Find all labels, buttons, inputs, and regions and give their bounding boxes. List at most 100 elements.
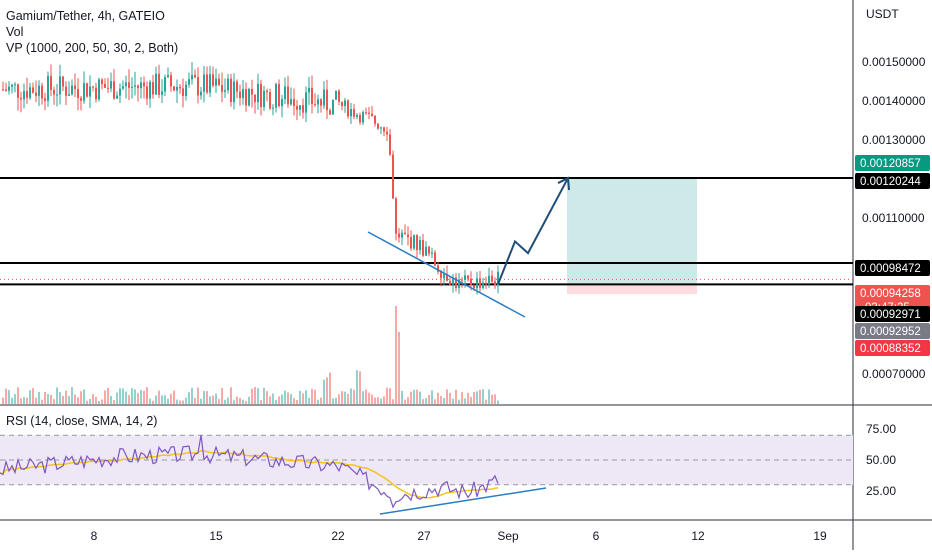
candle-body — [464, 275, 466, 280]
volume-bar — [209, 396, 211, 404]
volume-bar — [413, 389, 415, 404]
candle-body — [197, 77, 199, 96]
volume-bar — [323, 379, 325, 404]
candle-body — [158, 73, 160, 95]
trend-line — [367, 231, 526, 318]
volume-bar — [71, 387, 73, 404]
volume-bar — [443, 397, 445, 404]
candle-body — [305, 92, 307, 113]
candle-body — [344, 100, 346, 106]
volume-bar — [398, 332, 400, 404]
candle-body — [422, 240, 424, 256]
rsi-divergence-line — [379, 487, 547, 515]
volume-bar — [353, 389, 355, 404]
volume-bar — [287, 392, 289, 404]
candle-body — [179, 87, 181, 89]
candle-body — [287, 86, 289, 105]
candle-body — [68, 94, 70, 96]
candle-body — [8, 86, 10, 91]
volume-bar — [161, 395, 163, 404]
volume-bar — [65, 390, 67, 404]
volume-bar — [320, 397, 322, 404]
candle-body — [59, 76, 61, 95]
volume-bar — [62, 395, 64, 404]
candle-body — [449, 280, 451, 285]
candle-body — [113, 81, 115, 99]
volume-bar — [344, 391, 346, 404]
volume-bar — [182, 400, 184, 404]
candle-body — [407, 234, 409, 238]
candle-body — [341, 101, 343, 106]
candle-body — [191, 74, 193, 80]
candle-body — [83, 83, 85, 101]
candle-body — [455, 277, 457, 288]
volume-bar — [290, 394, 292, 404]
volume-bar — [248, 396, 250, 404]
candle-body — [44, 98, 46, 101]
rsi-line — [0, 435, 499, 509]
volume-bar — [440, 396, 442, 404]
volume-bar — [470, 396, 472, 404]
candle-body — [458, 279, 460, 288]
target-zone — [567, 178, 697, 285]
volume-bar — [365, 389, 367, 404]
volume-bar — [422, 399, 424, 404]
price-tag — [855, 173, 930, 189]
price-tag — [855, 340, 930, 356]
volume-bar — [194, 398, 196, 404]
candle-body — [230, 78, 232, 102]
candle-body — [35, 92, 37, 96]
volume-bar — [47, 394, 49, 404]
rsi-legend[interactable]: RSI (14, close, SMA, 14, 2) — [6, 414, 158, 428]
volume-bar — [437, 392, 439, 404]
candle-body — [167, 75, 169, 78]
volume-bar — [38, 391, 40, 404]
candle-body — [437, 265, 439, 272]
candle-body — [14, 84, 16, 86]
candle-body — [104, 83, 106, 88]
volume-bar — [14, 394, 16, 404]
candle-body — [47, 75, 49, 101]
candle-body — [353, 108, 355, 117]
candle-body — [473, 285, 475, 289]
volume-bar — [80, 391, 82, 404]
volume-bar — [239, 397, 241, 404]
chart-title[interactable]: Gamium/Tether, 4h, GATEIO — [6, 9, 165, 23]
volume-bar — [377, 397, 379, 404]
volume-bar — [134, 389, 136, 404]
volume-bar — [245, 400, 247, 404]
candle-body — [38, 85, 40, 96]
candle-body — [161, 91, 163, 95]
candle-body — [185, 84, 187, 96]
candle-body — [470, 278, 472, 286]
candle-body — [281, 99, 283, 107]
candle-body — [404, 232, 406, 235]
volume-bar — [392, 399, 394, 404]
volume-bar — [137, 393, 139, 404]
candle-body — [497, 271, 499, 286]
candle-body — [488, 275, 490, 285]
volume-bar — [68, 395, 70, 404]
volume-bar — [254, 387, 256, 404]
volume-bar — [497, 400, 499, 404]
candle-body — [350, 108, 352, 117]
candle-body — [398, 233, 400, 238]
candle-body — [386, 131, 388, 135]
candle-body — [155, 73, 157, 95]
vp-legend[interactable]: VP (1000, 200, 50, 30, 2, Both) — [6, 41, 179, 55]
volume-bar — [92, 394, 94, 404]
volume-bar — [104, 390, 106, 404]
candle-body — [188, 79, 190, 85]
volume-bar — [461, 392, 463, 404]
volume-bar — [482, 389, 484, 404]
candle-body — [209, 74, 211, 93]
candle-body — [227, 78, 229, 91]
rsi-tick-label: 25.00 — [866, 484, 896, 498]
candle-body — [491, 275, 493, 282]
candle-body — [110, 81, 112, 89]
candle-body — [86, 83, 88, 97]
volume-bar — [131, 388, 133, 404]
volume-bar — [425, 398, 427, 404]
vol-legend[interactable]: Vol — [6, 25, 24, 39]
